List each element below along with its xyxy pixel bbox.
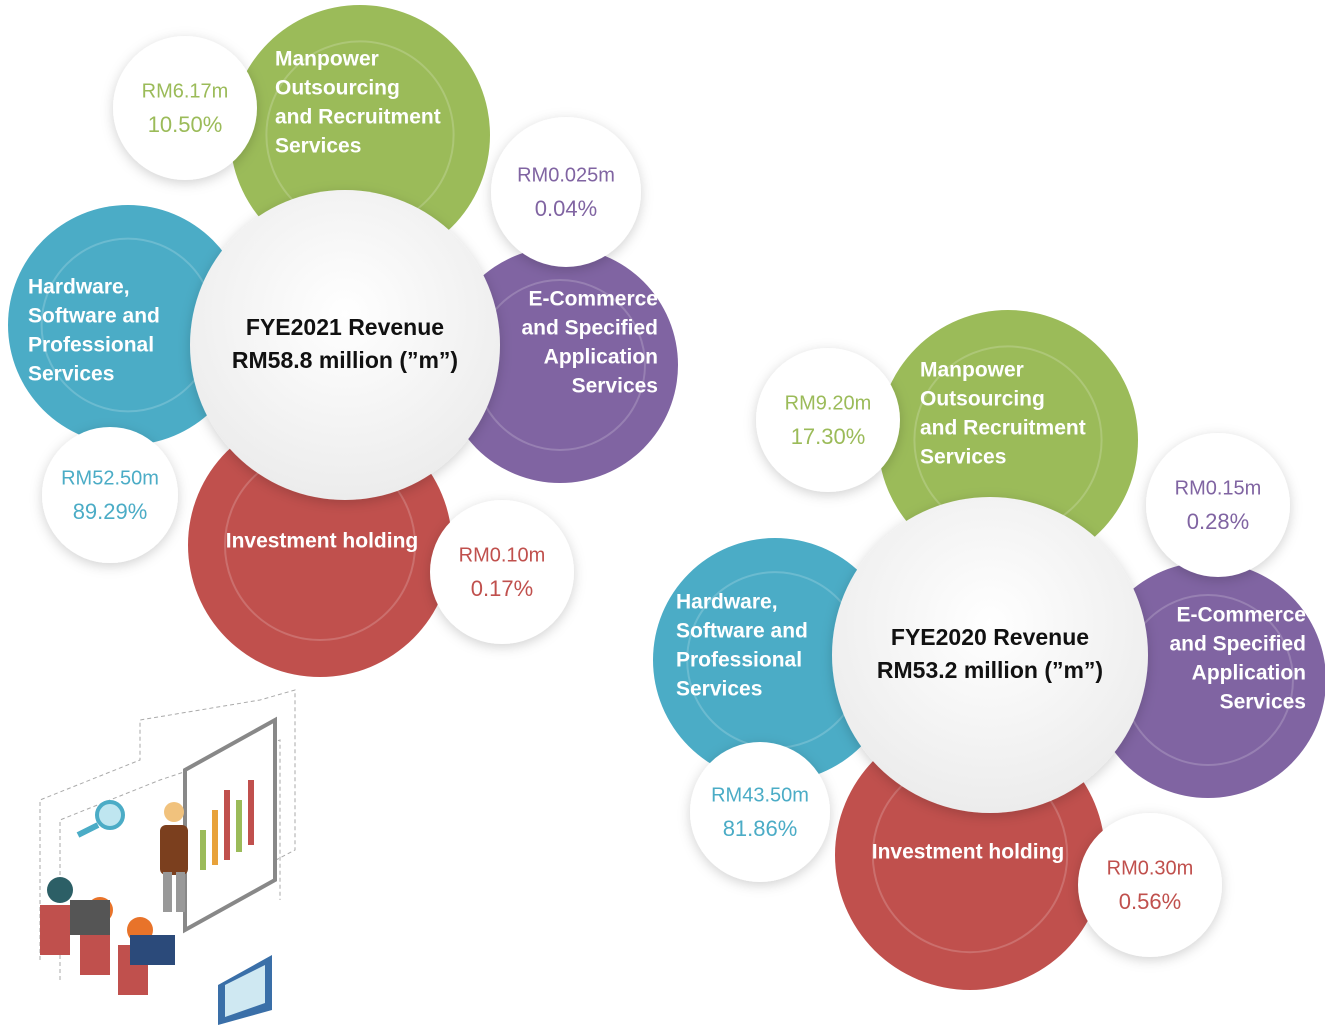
segment-label: Software and (28, 305, 160, 328)
segment-label: Application (1192, 662, 1306, 685)
segment-amount: RM0.10m (459, 544, 546, 566)
segment-label: Manpower (275, 48, 379, 71)
revenue-chart: RM9.20m 17.30% RM0.15m 0.28% RM0.30m 0.56% RM4… (653, 310, 1325, 990)
segment-label: Outsourcing (275, 77, 400, 100)
center-title: FYE2020 Revenue (891, 624, 1089, 650)
segment-circle (653, 538, 897, 782)
segment-label: Software and (676, 620, 808, 643)
segment-label: Application (544, 346, 658, 369)
segment-label: Outsourcing (920, 388, 1045, 411)
segment-circle (1090, 562, 1325, 798)
segment-share: 0.28% (1187, 509, 1249, 534)
segment-share: 0.17% (471, 576, 533, 601)
segment-share: 10.50% (148, 112, 223, 137)
revenue-chart: RM6.17m 10.50% RM0.025m 0.04% RM0.10m 0.17% RM… (8, 5, 678, 677)
center-title: RM58.8 million (”m”) (232, 347, 458, 373)
segment-label: Professional (676, 649, 802, 672)
segment-amount: RM52.50m (61, 467, 159, 489)
segment-label: Investment holding (872, 841, 1065, 864)
center-circle (832, 497, 1148, 813)
segment-amount: RM43.50m (711, 784, 809, 806)
segment-label: Investment holding (226, 530, 419, 553)
segment-label: Hardware, (28, 276, 130, 299)
segment-label: E-Commerce (528, 288, 658, 311)
segment-label: Services (275, 135, 361, 158)
segment-amount: RM0.30m (1107, 857, 1194, 879)
value-bubble (430, 500, 574, 644)
segment-label: Services (28, 363, 114, 386)
segment-label: and Specified (521, 317, 658, 340)
segment-amount: RM0.15m (1175, 477, 1262, 499)
value-bubble (756, 348, 900, 492)
segment-label: Services (572, 375, 658, 398)
segment-share: 81.86% (723, 816, 798, 841)
segment-label: Professional (28, 334, 154, 357)
revenue-charts: RM6.17m 10.50% RM0.025m 0.04% RM0.10m 0.17% RM… (8, 5, 1325, 990)
value-bubble (491, 117, 641, 267)
value-bubble (1078, 813, 1222, 957)
segment-label: Services (920, 446, 1006, 469)
segment-share: 89.29% (73, 499, 148, 524)
center-title: RM53.2 million (”m”) (877, 657, 1103, 683)
segment-label: Services (676, 678, 762, 701)
segment-label: and Recruitment (275, 106, 441, 129)
center-circle (190, 190, 500, 500)
value-bubble (42, 427, 178, 563)
segment-amount: RM0.025m (517, 164, 615, 186)
segment-label: Hardware, (676, 591, 778, 614)
segment-circle (8, 205, 248, 445)
segment-label: Manpower (920, 359, 1024, 382)
segment-share: 17.30% (791, 424, 866, 449)
segment-label: and Specified (1169, 633, 1306, 656)
value-bubble (1146, 433, 1290, 577)
center-title: FYE2021 Revenue (246, 314, 444, 340)
value-bubble (690, 742, 830, 882)
value-bubble (113, 36, 257, 180)
segment-amount: RM9.20m (785, 392, 872, 414)
segment-label: and Recruitment (920, 417, 1086, 440)
segment-label: E-Commerce (1176, 604, 1306, 627)
illustration (39, 689, 296, 1025)
segment-share: 0.04% (535, 196, 597, 221)
segment-amount: RM6.17m (142, 80, 229, 102)
segment-share: 0.56% (1119, 889, 1181, 914)
segment-circle (442, 247, 678, 483)
segment-label: Services (1220, 691, 1306, 714)
